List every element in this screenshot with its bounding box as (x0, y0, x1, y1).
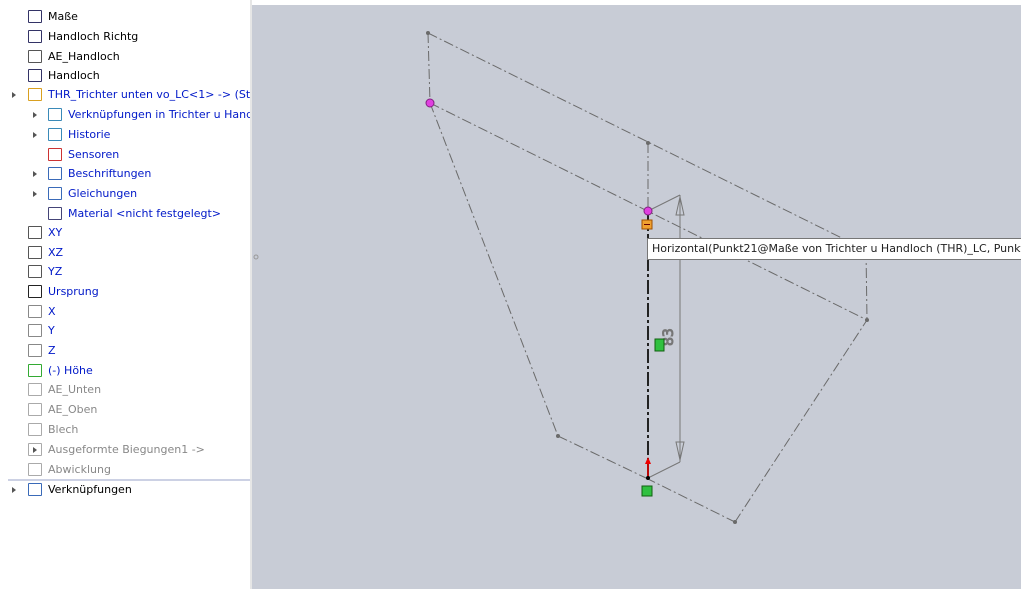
tree-icon (28, 226, 42, 239)
tree-icon (28, 69, 42, 82)
splitter (250, 0, 252, 589)
dimension: 83 (647, 194, 685, 479)
tree-item[interactable]: Abwicklung (48, 463, 111, 476)
relation-icon[interactable] (641, 485, 653, 497)
tree-icon (28, 246, 42, 259)
point-selected[interactable] (643, 206, 653, 216)
tree-item[interactable]: Gleichungen (68, 187, 138, 200)
tree-icon (28, 403, 42, 416)
tree-icon (48, 148, 62, 161)
tree-item[interactable]: Sensoren (68, 148, 120, 161)
tree-item[interactable]: Material <nicht festgelegt> (68, 207, 222, 220)
tree-item[interactable]: AE_Unten (48, 383, 102, 396)
tree-item[interactable]: Verknüpfungen in Trichter u Handloch (68, 108, 250, 121)
tree-icon (28, 305, 42, 318)
tree-item[interactable]: (-) Höhe (48, 364, 93, 377)
tree-item[interactable]: THR_Trichter unten vo_LC<1> -> (Standard (48, 88, 250, 101)
tree-icon (48, 128, 62, 141)
tree-icon (28, 483, 42, 496)
tree-icon (28, 443, 42, 456)
tree-item[interactable]: X (48, 305, 56, 318)
tree-expander[interactable] (33, 191, 37, 197)
tree-item[interactable]: Historie (68, 128, 111, 141)
tree-item[interactable]: Beschriftungen (68, 167, 152, 180)
tree-icon (28, 10, 42, 23)
tree-item[interactable]: Verknüpfungen (48, 483, 132, 496)
tree-icon (28, 423, 42, 436)
tree-item[interactable]: AE_Handloch (48, 50, 120, 63)
tree-item[interactable]: YZ (48, 265, 63, 278)
tree-item[interactable]: Ursprung (48, 285, 99, 298)
tree-item[interactable]: Handloch Richtg (48, 30, 139, 43)
graphics-area (252, 5, 1021, 589)
tree-expander[interactable] (33, 447, 37, 453)
tree-icon (48, 207, 62, 220)
tree-expander[interactable] (33, 132, 37, 138)
point-selected[interactable] (425, 98, 435, 108)
tree-item[interactable]: Y (48, 324, 55, 337)
panel-handle (253, 254, 259, 260)
tree-icon (28, 50, 42, 63)
tree-icon (28, 265, 42, 278)
tree-item[interactable]: Maße (48, 10, 78, 23)
tree-item[interactable]: Z (48, 344, 56, 357)
tree-item[interactable]: AE_Oben (48, 403, 98, 416)
tree-icon (28, 88, 42, 101)
tree-item[interactable]: XY (48, 226, 63, 239)
tree-expander[interactable] (33, 112, 37, 118)
tree-icon (28, 383, 42, 396)
points (426, 31, 869, 524)
tree-expander[interactable] (12, 487, 16, 493)
tree-item[interactable]: Ausgeformte Biegungen1 -> (48, 443, 205, 456)
tree-item[interactable]: Blech (48, 423, 79, 436)
relation-icon[interactable] (654, 338, 665, 352)
tree-icon (28, 344, 42, 357)
tree-icon (28, 364, 42, 377)
tree-icon (48, 108, 62, 121)
tree-icon (48, 187, 62, 200)
tree-item[interactable]: XZ (48, 246, 64, 259)
tree-icon (48, 167, 62, 180)
feature-tree: Maße Handloch Richtg AE_Handloch Handloch TH… (0, 0, 250, 589)
tree-icon (28, 285, 42, 298)
tree-item[interactable]: Handloch (48, 69, 100, 82)
tree-icon (28, 463, 42, 476)
tooltip: Horizontal(Punkt21@Maße von Trichter u H… (647, 238, 1021, 260)
svg-text:83: 83 (661, 328, 677, 346)
tree-expander[interactable] (12, 92, 16, 98)
tree-icon (28, 30, 42, 43)
tree-expander[interactable] (33, 171, 37, 177)
tree-icon (28, 324, 42, 337)
